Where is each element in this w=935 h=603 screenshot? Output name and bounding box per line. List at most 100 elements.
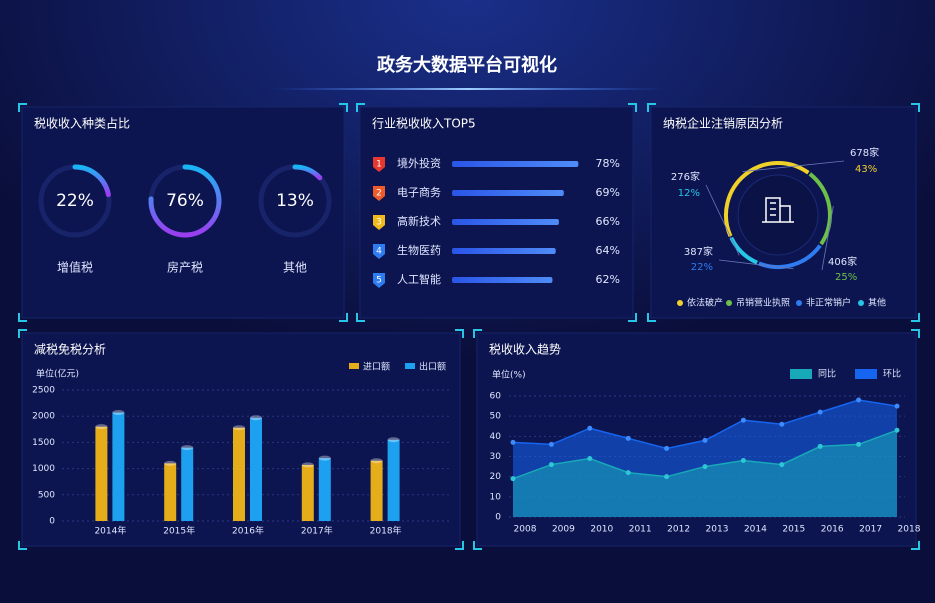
bar xyxy=(250,417,262,521)
panel-title: 税收收入趋势 xyxy=(489,343,561,357)
panel xyxy=(21,106,345,319)
rank-category: 境外投资 xyxy=(397,156,441,170)
point xyxy=(625,435,631,441)
donut-count: 276家 xyxy=(671,170,700,183)
rank-number: 2 xyxy=(376,189,382,199)
point xyxy=(587,456,593,462)
x-tick-label: 2013 xyxy=(706,525,729,535)
rank-badge xyxy=(373,215,385,230)
y-tick-label: 20 xyxy=(490,472,502,482)
corner-bracket xyxy=(911,313,920,322)
point xyxy=(894,403,900,409)
bar-cap xyxy=(164,460,177,466)
y-axis-label: 单位(%) xyxy=(492,369,526,381)
bar-cap xyxy=(250,415,262,421)
corner-bracket xyxy=(911,103,920,112)
legend-dot xyxy=(796,300,802,306)
y-tick-label: 60 xyxy=(490,392,502,402)
donut-count: 387家 xyxy=(684,245,713,258)
x-tick-label: 2011 xyxy=(629,525,652,535)
corner-bracket xyxy=(647,103,656,112)
legend-label: 进口额 xyxy=(363,361,390,373)
y-tick-label: 1000 xyxy=(32,464,55,474)
point xyxy=(587,425,593,431)
point xyxy=(548,441,554,447)
legend-label: 其他 xyxy=(868,297,886,309)
corner-bracket xyxy=(339,103,348,112)
ring-value: 13% xyxy=(276,191,314,211)
page-title: 政务大数据平台可视化 xyxy=(377,54,557,76)
corner-bracket xyxy=(356,103,365,112)
point xyxy=(664,445,670,451)
building-icon xyxy=(762,197,794,223)
bar xyxy=(164,463,177,521)
rank-value: 78% xyxy=(596,157,620,170)
rank-value: 64% xyxy=(596,244,620,257)
legend-label: 同比 xyxy=(818,368,836,380)
corner-bracket xyxy=(18,329,27,338)
rank-number: 3 xyxy=(376,218,382,228)
bar-cap xyxy=(233,425,245,431)
x-tick-label: 2010 xyxy=(590,525,613,535)
bar xyxy=(318,458,331,521)
donut-percent: 22% xyxy=(691,262,713,273)
legend-dot xyxy=(858,300,864,306)
bar-cap xyxy=(95,424,108,430)
ring-label: 房产税 xyxy=(167,260,203,275)
rank-badge xyxy=(373,157,385,172)
ring-label: 增值税 xyxy=(57,260,93,275)
point xyxy=(510,476,516,482)
point xyxy=(779,462,785,468)
rank-category: 生物医药 xyxy=(397,243,441,257)
corner-bracket xyxy=(473,541,482,550)
rank-value: 66% xyxy=(596,215,620,228)
rank-badge xyxy=(373,244,385,259)
corner-bracket xyxy=(455,329,464,338)
bar-cap xyxy=(318,455,331,461)
corner-bracket xyxy=(911,541,920,550)
corner-bracket xyxy=(18,103,27,112)
point xyxy=(625,470,631,476)
point xyxy=(894,427,900,433)
point xyxy=(702,464,708,470)
x-tick-label: 2009 xyxy=(552,525,575,535)
donut-arc xyxy=(729,236,759,265)
x-tick-label: 2015 xyxy=(782,525,805,535)
corner-bracket xyxy=(339,313,348,322)
point xyxy=(548,462,554,468)
y-tick-label: 0 xyxy=(495,513,501,523)
ring-value: 22% xyxy=(56,191,94,211)
legend-dot xyxy=(677,300,683,306)
y-tick-label: 30 xyxy=(490,452,502,462)
rank-badge xyxy=(373,186,385,201)
rank-value: 62% xyxy=(596,273,620,286)
point xyxy=(779,421,785,427)
corner-bracket xyxy=(356,313,365,322)
rank-bar xyxy=(452,277,553,283)
title-underline xyxy=(270,88,665,90)
rank-bar xyxy=(452,248,556,254)
bar-cap xyxy=(387,437,400,443)
x-tick-label: 2014 xyxy=(744,525,767,535)
ring-label: 其他 xyxy=(283,261,307,275)
x-tick-label: 2016 xyxy=(821,525,844,535)
panel-title: 税收收入种类占比 xyxy=(34,116,130,131)
x-tick-label: 2018年 xyxy=(370,525,402,537)
panel-title: 行业税收收入TOP5 xyxy=(372,117,476,131)
y-tick-label: 1500 xyxy=(32,438,55,448)
point xyxy=(817,409,823,415)
legend-swatch xyxy=(790,369,812,379)
point xyxy=(510,439,516,445)
bar-cap xyxy=(181,445,194,451)
legend-label: 出口额 xyxy=(419,361,446,373)
rank-badge xyxy=(373,273,385,288)
rank-category: 电子商务 xyxy=(397,185,441,199)
corner-bracket xyxy=(18,313,27,322)
legend-swatch xyxy=(855,369,877,379)
point xyxy=(740,458,746,464)
bar-cap xyxy=(301,462,314,468)
panel xyxy=(359,106,634,319)
donut-arc xyxy=(724,161,810,237)
donut-center xyxy=(737,174,819,256)
